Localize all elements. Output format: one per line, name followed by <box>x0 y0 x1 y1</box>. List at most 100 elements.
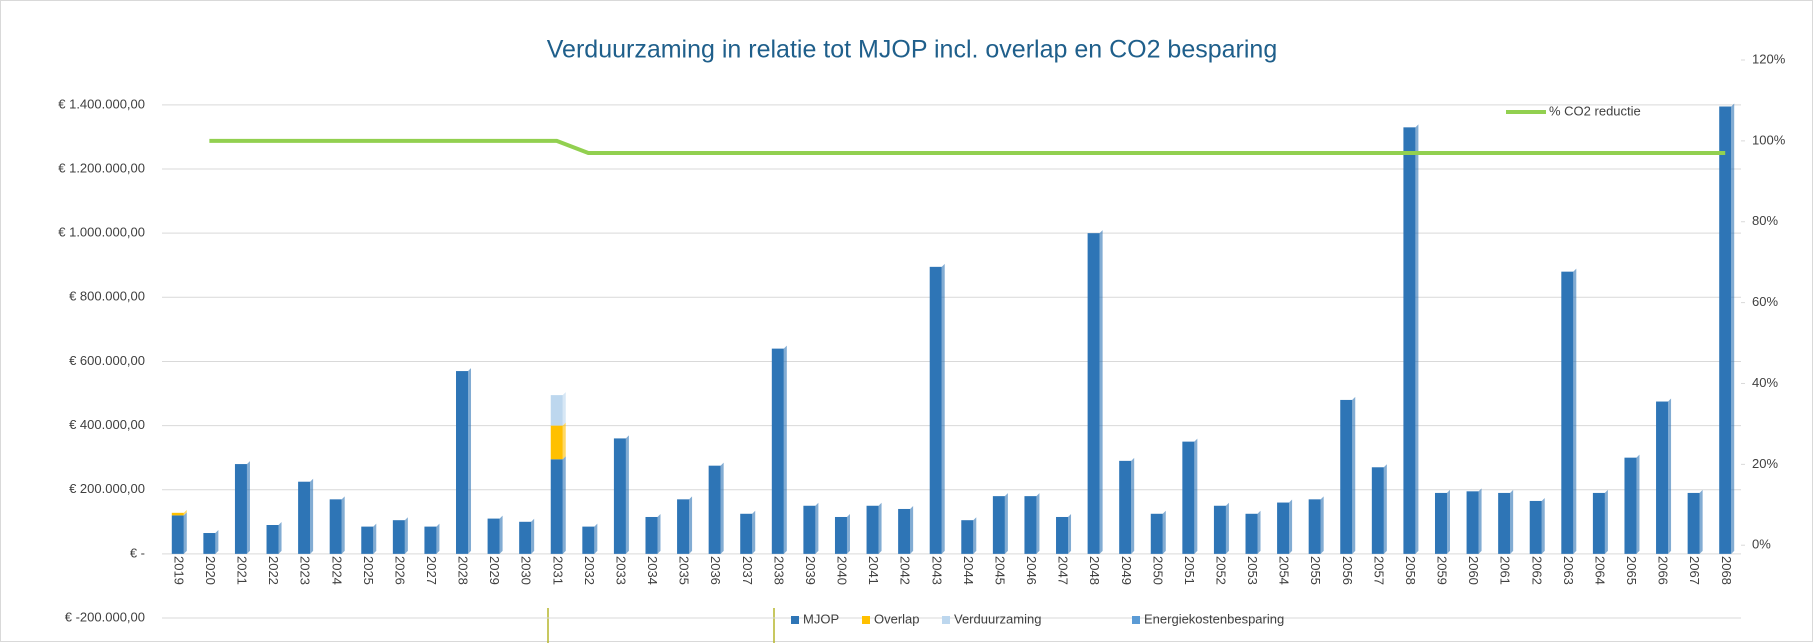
bar-side <box>436 523 440 554</box>
bar-segment <box>1182 441 1195 554</box>
x-tick-label: 2033 <box>613 556 628 585</box>
bar-side <box>531 518 535 554</box>
y2-tick-label: 40% <box>1752 375 1778 390</box>
bar-side <box>1225 502 1229 554</box>
bar-side <box>1131 457 1135 554</box>
bar-side <box>783 345 787 554</box>
bar-segment <box>613 438 626 554</box>
x-tick-label: 2041 <box>866 556 881 585</box>
bar-side <box>1383 464 1387 554</box>
bar-segment <box>550 459 563 554</box>
bar-side <box>910 505 914 554</box>
bar-side <box>1731 103 1735 554</box>
x-tick-label: 2025 <box>361 556 376 585</box>
x-tick-label: 2061 <box>1498 556 1513 585</box>
x-tick-label: 2066 <box>1656 556 1671 585</box>
x-tick-label: 2057 <box>1371 556 1386 585</box>
bar-side <box>625 435 629 554</box>
bar-segment <box>834 516 847 554</box>
bar-side <box>1257 510 1261 554</box>
x-tick-label: 2030 <box>519 556 534 585</box>
bar-segment <box>1592 492 1605 554</box>
x-tick-label: 2019 <box>171 556 186 585</box>
bar-side <box>278 522 282 554</box>
bar-segment <box>803 505 816 554</box>
bar-segment <box>645 516 658 554</box>
x-tick-label: 2037 <box>740 556 755 585</box>
bar-side <box>183 509 187 516</box>
bar-segment <box>708 465 721 554</box>
x-tick-label: 2034 <box>645 556 660 585</box>
x-tick-label: 2039 <box>803 556 818 585</box>
y2-tick-label: 0% <box>1752 537 1771 552</box>
x-tick-label: 2042 <box>898 556 913 585</box>
bar-side <box>752 510 756 554</box>
bar-segment <box>992 496 1005 554</box>
bar-side <box>1636 454 1640 554</box>
x-tick-label: 2036 <box>708 556 723 585</box>
bar-segment <box>203 533 216 554</box>
bar-segment <box>1687 492 1700 554</box>
x-tick-label: 2028 <box>456 556 471 585</box>
bar-segment <box>1087 233 1100 554</box>
bar-side <box>1068 513 1072 554</box>
x-tick-label: 2031 <box>550 556 565 585</box>
legend-swatch <box>1132 616 1140 624</box>
x-tick-label: 2063 <box>1561 556 1576 585</box>
bar-segment <box>1403 127 1416 554</box>
y-tick-label: € 1.400.000,00 <box>58 96 145 111</box>
x-tick-label: 2050 <box>1150 556 1165 585</box>
x-tick-label: 2021 <box>235 556 250 585</box>
bar-side <box>562 422 566 460</box>
bar-side <box>1162 510 1166 554</box>
y-tick-label: € -200.000,00 <box>65 609 145 624</box>
bar-side <box>468 368 472 554</box>
x-tick-label: 2065 <box>1624 556 1639 585</box>
bar-segment <box>1719 106 1732 554</box>
x-tick-label: 2051 <box>1182 556 1197 585</box>
bar-segment <box>424 526 437 554</box>
bar-side <box>973 517 977 554</box>
bar-side <box>815 502 819 554</box>
x-tick-label: 2044 <box>961 556 976 585</box>
bar-segment <box>234 464 247 554</box>
bar-segment <box>550 425 563 460</box>
bar-side <box>246 461 250 554</box>
x-tick-label: 2026 <box>392 556 407 585</box>
bar-segment <box>392 520 405 554</box>
x-tick-label: 2067 <box>1687 556 1702 585</box>
x-tick-label: 2064 <box>1592 556 1607 585</box>
bar-side <box>562 456 566 554</box>
bar-segment <box>1150 513 1163 554</box>
x-tick-label: 2055 <box>1308 556 1323 585</box>
bar-segment <box>298 481 311 554</box>
bar-segment <box>1371 467 1384 554</box>
bar-segment <box>487 518 500 554</box>
x-tick-label: 2045 <box>992 556 1007 585</box>
bar-side <box>1415 124 1419 554</box>
x-tick-label: 2029 <box>487 556 502 585</box>
bar-segment <box>1213 505 1226 554</box>
x-tick-label: 2053 <box>1245 556 1260 585</box>
y-tick-label: € 600.000,00 <box>69 353 145 368</box>
bar-segment <box>582 526 595 554</box>
bar-side <box>594 523 598 554</box>
bar-side <box>1320 496 1324 554</box>
bar-side <box>1478 488 1482 554</box>
bar-side <box>1668 398 1672 554</box>
bar-segment <box>329 499 342 554</box>
legend-swatch <box>791 616 799 624</box>
bar-segment <box>1498 492 1511 554</box>
x-tick-label: 2054 <box>1277 556 1292 585</box>
bar-side <box>1036 493 1040 554</box>
bar-segment <box>929 266 942 554</box>
bar-side <box>499 515 503 554</box>
x-tick-label: 2043 <box>929 556 944 585</box>
y2-tick-label: 20% <box>1752 456 1778 471</box>
bar-segment <box>771 348 784 554</box>
y-tick-label: € 400.000,00 <box>69 417 145 432</box>
legend-label: Verduurzaming <box>954 611 1041 626</box>
bar-side <box>1699 489 1703 554</box>
bar-side <box>1604 489 1608 554</box>
bar-side <box>562 392 566 426</box>
